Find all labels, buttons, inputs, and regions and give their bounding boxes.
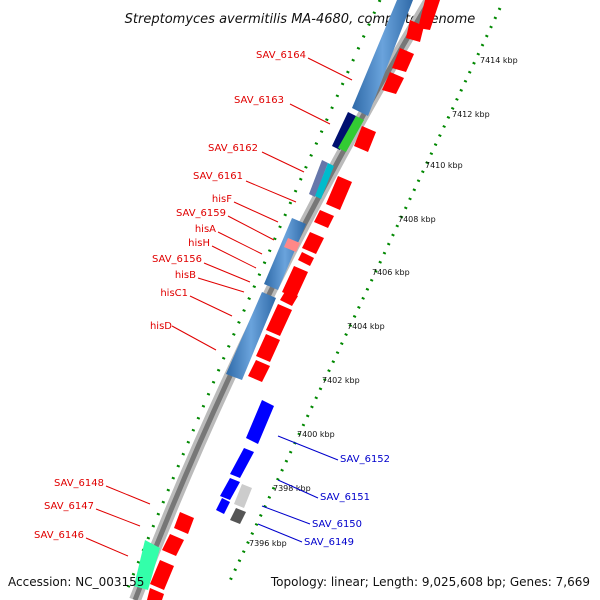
topology-text: Topology: linear; Length: 9,025,608 bp; … [270,575,590,589]
label-sav-6164: SAV_6164 [256,50,306,61]
left-gene-labels: SAV_6164 SAV_6163 SAV_6162 SAV_6161 hisF… [34,50,306,541]
label-sav-6147: SAV_6147 [44,501,94,512]
gene-blue-6151 [230,448,254,478]
cog-block-his-pink [284,238,300,252]
gene-red-13 [256,334,280,362]
gene-red-14 [248,360,270,382]
tick-7412: 7412 kbp [452,110,490,119]
gene-red-18 [147,588,164,600]
gene-grey-a [234,484,252,508]
kbp-ruler [226,7,502,586]
gene-red-5 [354,126,376,152]
conn-6164 [307,57,353,81]
gene-red-9 [298,252,314,266]
tick-7396: 7396 kbp [249,539,287,548]
right-connectors [257,435,339,543]
label-hisf: hisF [212,194,232,205]
conn-6150 [261,505,311,525]
label-hisd: hisD [150,321,172,332]
conn-6159 [227,215,275,241]
gene-red-12 [266,304,292,336]
label-sav-6161: SAV_6161 [193,171,243,182]
left-connectors [85,57,353,557]
gene-blue-6150-b [216,498,230,514]
red-genes [147,0,440,600]
tick-7398: 7398 kbp [273,484,311,493]
gene-red-8 [302,232,324,254]
cog-block-6163-a [332,112,356,150]
conn-hisF [233,201,279,223]
label-sav-6148: SAV_6148 [54,478,104,489]
label-sav-6149: SAV_6149 [304,537,354,548]
conn-hisB [197,277,245,293]
gene-blue-6152 [246,400,274,444]
ruler-dots [226,7,502,586]
tick-7406: 7406 kbp [372,268,410,277]
conn-6156 [203,262,251,283]
label-hisc1: hisC1 [160,288,188,299]
tick-7410: 7410 kbp [425,161,463,170]
gene-red-7 [314,210,334,228]
cog-block-his-a [264,218,306,290]
conn-hisA [217,231,263,255]
gene-blue-6150-a [220,478,240,500]
label-sav-6162: SAV_6162 [208,143,258,154]
conn-6162 [261,151,305,173]
label-sav-6146: SAV_6146 [34,530,84,541]
cog-block-his-b [226,292,276,380]
cog-block-6146 [134,540,160,590]
blue-genes [216,400,274,524]
tick-labels: 7414 kbp 7412 kbp 7410 kbp 7408 kbp 7406… [249,56,518,548]
cog-block-6164 [352,0,413,116]
gene-grey-b [230,508,246,524]
label-sav-6163: SAV_6163 [234,95,284,106]
label-hish: hisH [188,238,210,249]
conn-hisD [171,325,217,351]
conn-6163 [289,103,331,125]
label-sav-6151: SAV_6151 [320,492,370,503]
label-sav-6150: SAV_6150 [312,519,362,530]
tick-7404: 7404 kbp [347,322,385,331]
cog-block-6163-b [338,116,364,152]
gene-red-17 [150,560,174,590]
tick-7408: 7408 kbp [398,215,436,224]
gene-red-10 [282,266,308,298]
accession-text: Accession: NC_003155 [8,575,144,589]
conn-6149 [257,523,303,543]
cog-block-6161-a [309,160,328,197]
cog-block-6161-b [315,163,334,199]
gene-red-2 [406,20,424,42]
label-sav-6152: SAV_6152 [340,454,390,465]
conn-6148 [105,485,151,505]
right-gene-labels: SAV_6152 SAV_6151 SAV_6150 SAV_6149 [304,454,390,548]
gene-red-4 [382,72,404,94]
label-hisa: hisA [195,224,216,235]
conn-hisC1 [189,295,233,317]
conn-6152 [277,435,339,461]
conn-6151 [277,479,319,499]
label-sav-6156: SAV_6156 [152,254,202,265]
conn-6161 [245,180,297,203]
cog-blocks [134,0,413,590]
label-hisb: hisB [175,270,196,281]
tick-7400: 7400 kbp [297,430,335,439]
gene-red-16 [162,534,184,556]
label-sav-6159: SAV_6159 [176,208,226,219]
gene-red-3 [392,48,414,72]
gene-red-1 [418,0,440,30]
conn-6147 [95,508,141,527]
gene-red-6 [326,176,352,210]
gene-red-11 [280,290,298,306]
tick-7402: 7402 kbp [322,376,360,385]
conn-hisH [211,245,257,269]
tick-7414: 7414 kbp [480,56,518,65]
conn-6146 [85,537,129,557]
gene-red-15 [174,512,194,534]
